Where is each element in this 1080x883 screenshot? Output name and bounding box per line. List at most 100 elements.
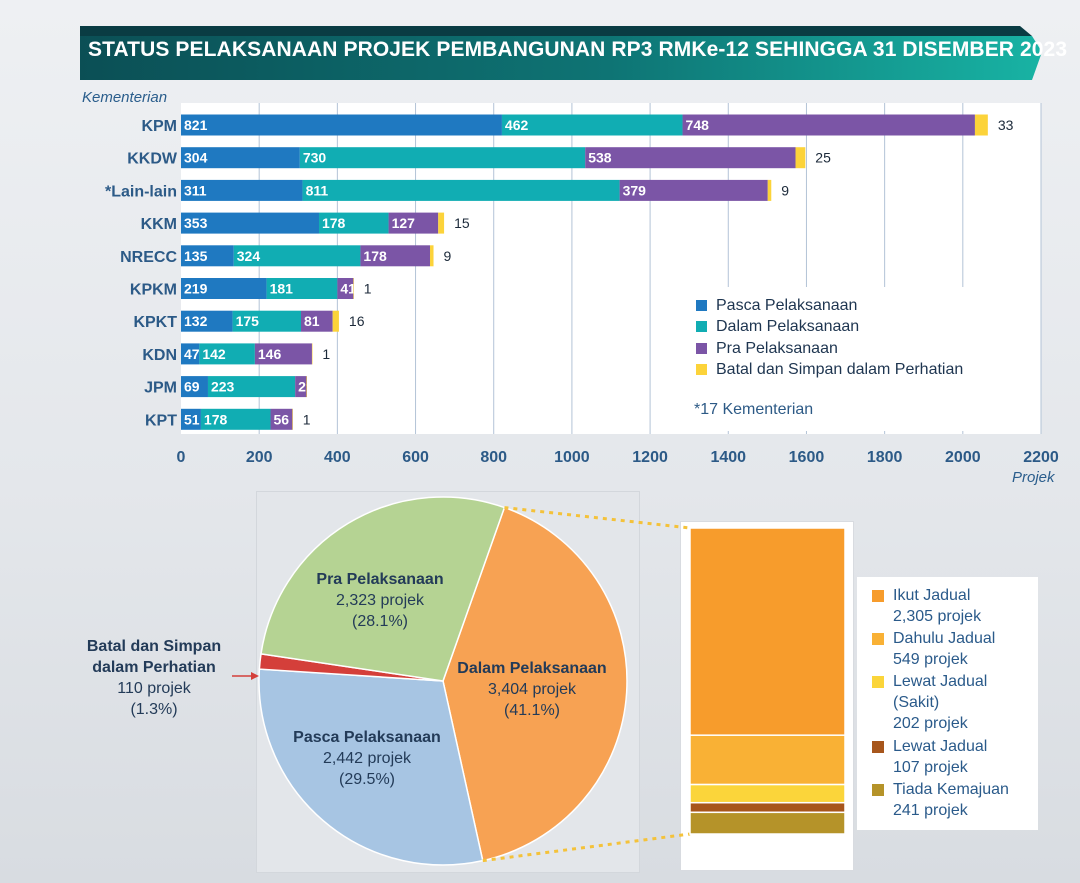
bar-segment	[388, 212, 439, 234]
detail-legend-name: Ikut Jadual	[893, 587, 971, 604]
legend-note: *17 Kementerian	[694, 401, 814, 418]
y-tick-label: *Lain-lain	[105, 183, 177, 200]
bar-data-label: 9	[781, 182, 789, 198]
bar-segment	[974, 114, 988, 136]
bar-segment	[270, 408, 293, 430]
bar-data-label: 127	[392, 215, 416, 231]
x-tick-label: 2000	[945, 449, 981, 466]
pie-label-name: Dalam Pelaksanaan	[457, 660, 607, 677]
connector-line	[504, 506, 691, 530]
pie-label-percent: (29.5%)	[338, 771, 396, 788]
detail-segment	[689, 527, 846, 736]
bar-segment	[619, 179, 768, 201]
detail-legend-item: Lewat Jadual (Sakit) 202 projek	[872, 671, 987, 734]
legend-swatch	[872, 633, 884, 645]
bar-segment	[295, 376, 307, 398]
legend-swatch	[872, 741, 884, 753]
detail-legend-item: Ikut Jadual 2,305 projek	[872, 585, 981, 627]
legend-label: Batal dan Simpan dalam Perhatian	[716, 361, 964, 378]
bar-data-label: 142	[202, 346, 226, 362]
x-tick-label: 400	[324, 449, 351, 466]
pie-label-pra: Pra Pelaksanaan 2,323 projek (28.1%)	[310, 569, 450, 632]
pie-label-value: 2,323 projek	[335, 592, 425, 609]
bar-data-label: 81	[304, 313, 320, 329]
pie-label-name: Pasca Pelaksanaan	[293, 729, 441, 746]
bar-segment	[181, 179, 303, 201]
bar-data-label: 223	[211, 379, 235, 395]
bar-data-label: 41	[340, 281, 356, 297]
legend-label: Pra Pelaksanaan	[716, 340, 838, 357]
bar-segment	[311, 343, 313, 365]
x-tick-label: 1200	[632, 449, 668, 466]
detail-legend-name: Lewat Jadual	[893, 738, 988, 755]
bar-data-label: 730	[303, 150, 327, 166]
x-tick-label: 200	[246, 449, 273, 466]
pie-label-dalam: Dalam Pelaksanaan 3,404 projek (41.1%)	[447, 658, 617, 721]
bar-segment	[181, 147, 300, 169]
bar-segment	[266, 278, 338, 299]
detail-legend-name: Dahulu Jadual	[893, 630, 996, 647]
bar-data-label: 311	[184, 182, 207, 198]
y-tick-label: JPM	[144, 380, 177, 397]
detail-legend-item: Tiada Kemajuan 241 projek	[872, 779, 1009, 821]
bar-segment	[337, 278, 354, 299]
bar-segment	[233, 245, 361, 267]
detail-legend-name-cont: (Sakit)	[893, 694, 940, 711]
bar-segment	[200, 408, 271, 430]
bar-data-label: 1	[364, 281, 372, 297]
bar-segment	[301, 310, 333, 332]
bar-data-label: 146	[258, 346, 282, 362]
bar-data-label: 9	[444, 248, 452, 264]
bar-segment	[360, 245, 431, 267]
detail-legend: Ikut Jadual 2,305 projek Dahulu Jadual 5…	[857, 577, 1038, 830]
legend-label: Pasca Pelaksanaan	[716, 297, 858, 314]
pie-label-percent: (1.3%)	[130, 701, 178, 718]
bar-data-label: 1	[303, 411, 311, 427]
detail-legend-value: 549 projek	[893, 651, 968, 668]
bar-data-label: 51	[184, 411, 200, 427]
bar-segment	[181, 114, 502, 136]
pie-label-value: 2,442 projek	[322, 750, 412, 767]
bar-segment	[318, 212, 389, 234]
legend-label: Dalam Pelaksanaan	[716, 318, 860, 335]
legend-swatch	[872, 676, 884, 688]
title-banner	[80, 26, 1042, 80]
x-tick-label: 1400	[710, 449, 746, 466]
pie-label-name-line2: dalam Perhatian	[92, 659, 216, 676]
bar-data-label: 821	[184, 117, 208, 133]
chart-title: STATUS PELAKSANAAN PROJEK PEMBANGUNAN RP…	[88, 38, 1068, 61]
bar-segment	[181, 245, 234, 267]
bar-data-label: 462	[505, 117, 529, 133]
legend-swatch	[696, 364, 707, 375]
detail-legend-value: 241 projek	[893, 802, 968, 819]
bar-segment	[306, 376, 307, 398]
x-tick-label: 1000	[554, 449, 590, 466]
bar-data-label: 324	[237, 248, 261, 264]
bar-segment	[207, 376, 296, 398]
y-tick-label: KPM	[141, 118, 177, 135]
bar-data-label: 16	[349, 313, 365, 329]
bar-data-label: 748	[686, 117, 710, 133]
legend-item-pasca: Pasca Pelaksanaan	[696, 297, 857, 315]
arrow-icon	[251, 672, 259, 680]
legend-item-batal: Batal dan Simpan dalam Perhatian	[696, 361, 963, 379]
bar-segment	[332, 310, 339, 332]
legend-item-dalam: Dalam Pelaksanaan	[696, 318, 859, 336]
legend-swatch	[696, 321, 707, 332]
detail-segment	[689, 734, 846, 786]
detail-legend-item: Lewat Jadual 107 projek	[872, 736, 988, 778]
bar-segment	[232, 310, 302, 332]
bar-data-label: 1	[322, 346, 330, 362]
detail-legend-value: 202 projek	[893, 715, 968, 732]
bar-segment	[353, 278, 354, 299]
x-tick-label: 1600	[789, 449, 825, 466]
y-tick-label: KPKT	[133, 314, 177, 331]
pie-label-name-line1: Batal dan Simpan	[86, 638, 222, 655]
bar-segment	[199, 343, 255, 365]
y-tick-label: KDN	[142, 347, 177, 364]
bar-segment	[795, 147, 806, 169]
bar-segment	[302, 179, 620, 201]
bar-segment	[430, 245, 434, 267]
bar-data-label: 15	[454, 215, 470, 231]
